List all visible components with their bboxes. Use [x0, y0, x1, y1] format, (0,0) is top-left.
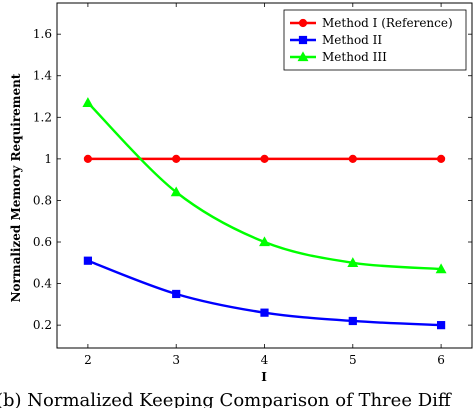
data-point — [260, 308, 269, 317]
data-point — [82, 97, 94, 107]
legend-label: Method I (Reference) — [322, 16, 453, 30]
x-tick-label: 4 — [261, 353, 269, 367]
y-tick-label: 1 — [44, 152, 52, 166]
x-tick-label: 5 — [349, 353, 357, 367]
y-tick-label: 0.2 — [33, 318, 52, 332]
figure-caption: (b) Normalized Keeping Comparison of Thr… — [0, 390, 452, 408]
data-point — [170, 186, 182, 197]
y-tick-label: 0.8 — [33, 193, 52, 207]
y-axis-title: Normalized Memory Requirement — [9, 73, 23, 302]
x-tick-label: 3 — [172, 353, 180, 367]
legend-entry: Method I (Reference) — [290, 16, 453, 30]
x-axis-title: I — [261, 370, 267, 384]
legend: Method I (Reference) Method II Method III — [283, 9, 467, 71]
y-tick-label: 0.6 — [33, 235, 52, 249]
data-point — [172, 289, 181, 299]
data-point — [436, 321, 446, 330]
y-tick-label: 0.4 — [33, 277, 52, 291]
series-2 — [83, 256, 446, 330]
axis-ticks: 2 3 4 5 6 0.2 0.4 0.6 0.8 1 1.2 1.4 1.6 — [33, 3, 472, 367]
legend-entry: Method II — [290, 33, 382, 47]
legend-entry: Method III — [290, 50, 387, 64]
legend-marker — [297, 51, 309, 62]
legend-label: Method III — [322, 50, 387, 64]
x-tick-label: 6 — [437, 353, 445, 367]
x-tick-label: 2 — [84, 353, 92, 367]
data-point — [347, 257, 359, 267]
data-point — [83, 154, 93, 163]
data-point — [348, 154, 357, 163]
series-3 — [82, 97, 447, 274]
legend-box — [283, 9, 467, 71]
data-point — [435, 263, 447, 274]
legend-label: Method II — [322, 33, 382, 47]
legend-marker — [298, 18, 308, 28]
series-line — [87, 101, 442, 271]
data-point — [260, 154, 269, 163]
y-tick-label: 1.4 — [33, 69, 52, 83]
data-point — [436, 154, 446, 163]
data-point — [259, 236, 270, 247]
data-point — [83, 256, 93, 265]
legend-marker — [298, 35, 308, 45]
series-1 — [83, 154, 446, 163]
data-point — [348, 316, 357, 326]
y-tick-label: 1.2 — [33, 110, 52, 124]
series-lines — [82, 97, 447, 330]
data-point — [172, 154, 181, 163]
y-tick-label: 1.6 — [33, 27, 52, 41]
